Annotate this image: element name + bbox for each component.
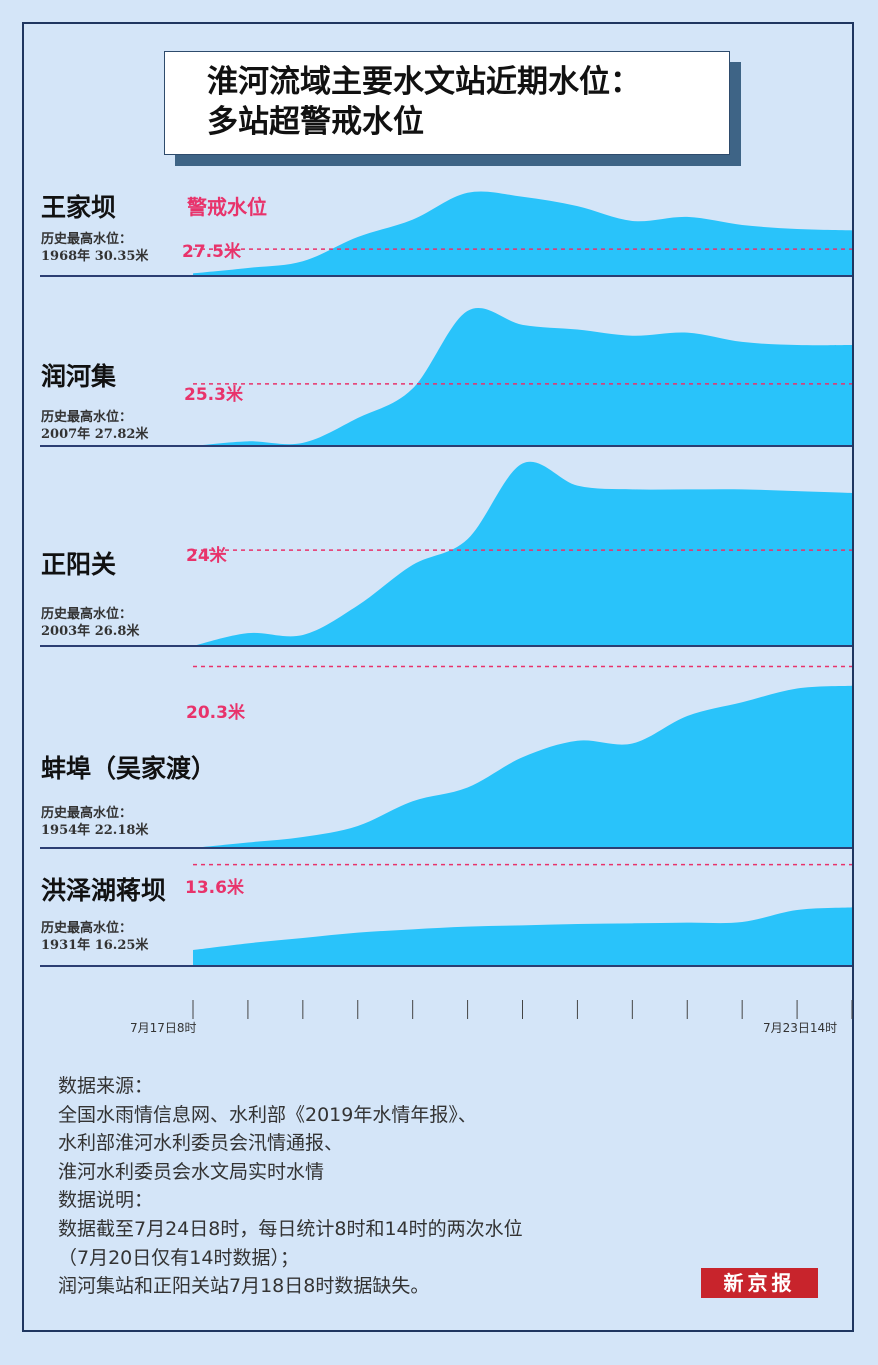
notes-line: （7月20日仅有14时数据）；: [58, 1244, 523, 1273]
chart-title-line1: 淮河流域主要水文站近期水位：: [207, 62, 729, 102]
station-name-hongzehu-jiangba: 洪泽湖蒋坝: [41, 871, 166, 907]
x-axis-start-label: 7月17日8时: [130, 1019, 197, 1036]
record-value: 2003年 26.8米: [41, 624, 139, 640]
station-name-wangjiaba: 王家坝: [41, 188, 116, 224]
warning-level-value: 13.6米: [185, 873, 244, 898]
xinjingbao-logo: 新京报: [701, 1268, 818, 1298]
notes-line: 全国水雨情信息网、水利部《2019年水情年报》、: [58, 1101, 523, 1130]
water-level-area-1: [193, 308, 852, 446]
notes-line: 淮河水利委员会水文局实时水情: [58, 1158, 523, 1187]
notes-line: 数据说明：: [58, 1186, 523, 1215]
record-value: 1954年 22.18米: [41, 823, 148, 839]
chart-title-line2: 多站超警戒水位: [207, 102, 729, 142]
record-label: 历史最高水位：: [41, 410, 132, 426]
water-level-area-2: [193, 462, 852, 646]
warning-level-value: 25.3米: [184, 380, 243, 405]
data-notes: 数据来源： 全国水雨情信息网、水利部《2019年水情年报》、 水利部淮河水利委员…: [58, 1072, 523, 1301]
x-axis-end-label: 7月23日14时: [763, 1019, 837, 1036]
warning-level-legend: 警戒水位: [187, 191, 267, 220]
notes-line: 数据截至7月24日8时，每日统计8时和14时的两次水位: [58, 1215, 523, 1244]
warning-level-value: 20.3米: [186, 698, 245, 723]
title-box: 淮河流域主要水文站近期水位： 多站超警戒水位: [164, 51, 730, 155]
record-label: 历史最高水位：: [41, 232, 132, 248]
notes-line: 润河集站和正阳关站7月18日8时数据缺失。: [58, 1272, 523, 1301]
record-label: 历史最高水位：: [41, 806, 132, 822]
warning-level-value: 24米: [186, 541, 227, 566]
water-level-area-4: [193, 907, 852, 966]
water-level-area-0: [193, 191, 852, 276]
notes-line: 数据来源：: [58, 1072, 523, 1101]
water-level-area-3: [193, 686, 852, 848]
station-name-runheji: 润河集: [41, 357, 116, 393]
record-value: 2007年 27.82米: [41, 427, 148, 443]
record-value: 1968年 30.35米: [41, 249, 148, 265]
station-name-bengbu: 蚌埠（吴家渡）: [41, 749, 216, 785]
record-value: 1931年 16.25米: [41, 938, 148, 954]
station-name-zhengyangguan: 正阳关: [41, 545, 116, 581]
record-label: 历史最高水位：: [41, 607, 132, 623]
record-label: 历史最高水位：: [41, 921, 132, 937]
notes-line: 水利部淮河水利委员会汛情通报、: [58, 1129, 523, 1158]
warning-level-value: 27.5米: [182, 237, 241, 262]
